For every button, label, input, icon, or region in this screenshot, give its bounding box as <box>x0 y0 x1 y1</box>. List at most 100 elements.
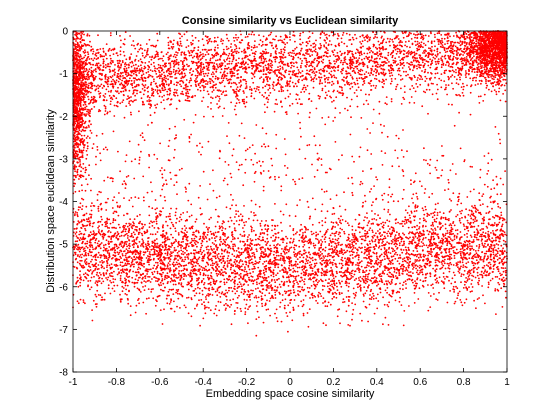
scatter-point <box>320 76 323 79</box>
scatter-point <box>504 31 507 34</box>
scatter-point <box>188 54 191 57</box>
scatter-point <box>366 65 369 67</box>
scatter-point <box>147 64 149 67</box>
scatter-point <box>320 68 322 71</box>
scatter-point <box>350 59 352 61</box>
scatter-point <box>206 39 208 42</box>
scatter-point <box>441 61 444 63</box>
scatter-point <box>400 103 403 105</box>
scatter-point <box>358 57 361 59</box>
scatter-point <box>497 55 500 58</box>
scatter-point <box>139 58 142 61</box>
scatter-point <box>349 64 351 67</box>
scatter-point <box>223 72 225 74</box>
scatter-point <box>220 93 223 95</box>
scatter-point <box>476 55 479 58</box>
scatter-point <box>404 41 407 43</box>
scatter-point <box>429 58 431 61</box>
scatter-point <box>129 35 132 37</box>
scatter-point <box>444 43 446 45</box>
scatter-point <box>269 78 271 80</box>
scatter-point <box>378 73 380 76</box>
scatter-point <box>126 84 129 86</box>
scatter-point <box>157 75 160 78</box>
scatter-point <box>493 89 496 91</box>
scatter-point <box>265 60 268 63</box>
scatter-point <box>438 60 440 63</box>
scatter-point <box>451 103 453 106</box>
scatter-point <box>335 96 338 99</box>
scatter-point <box>312 70 315 73</box>
scatter-point <box>207 72 210 75</box>
scatter-point <box>485 53 487 55</box>
scatter-point <box>490 33 493 36</box>
scatter-point <box>176 41 179 43</box>
scatter-point <box>212 115 215 118</box>
scatter-point <box>345 76 348 79</box>
scatter-point <box>266 43 268 46</box>
scatter-point <box>440 73 443 75</box>
scatter-point <box>153 57 156 59</box>
scatter-point <box>462 82 464 85</box>
scatter-point <box>204 86 207 88</box>
scatter-point <box>250 88 253 91</box>
scatter-point <box>430 32 432 35</box>
scatter-point <box>156 53 159 56</box>
scatter-point <box>196 76 198 79</box>
scatter-point <box>235 88 238 91</box>
scatter-point <box>319 79 322 81</box>
scatter-point <box>297 112 299 115</box>
scatter-point <box>121 61 124 64</box>
scatter-point <box>343 59 346 62</box>
scatter-point <box>133 67 136 69</box>
scatter-point <box>332 34 335 37</box>
scatter-point <box>207 81 209 83</box>
scatter-point <box>88 68 91 71</box>
scatter-point <box>209 82 212 85</box>
scatter-point <box>322 55 325 57</box>
scatter-point <box>354 83 357 85</box>
scatter-point <box>134 85 136 88</box>
scatter-point <box>129 57 131 59</box>
scatter-point <box>353 81 356 84</box>
scatter-point <box>370 71 372 74</box>
scatter-point <box>137 78 140 80</box>
scatter-point <box>327 90 330 92</box>
scatter-point <box>122 90 125 93</box>
scatter-point <box>124 88 127 91</box>
scatter-point <box>300 66 302 69</box>
scatter-point <box>133 80 136 82</box>
scatter-point <box>366 66 369 69</box>
scatter-point <box>291 52 293 54</box>
scatter-point <box>230 70 233 73</box>
scatter-point <box>189 71 191 74</box>
scatter-point <box>455 31 457 34</box>
scatter-point <box>499 99 502 102</box>
scatter-point <box>272 85 275 87</box>
scatter-point <box>131 62 134 64</box>
scatter-point <box>368 93 370 96</box>
scatter-point <box>348 72 351 75</box>
scatter-point <box>391 38 394 41</box>
scatter-point <box>453 49 456 52</box>
scatter-point <box>464 74 467 76</box>
scatter-point <box>167 44 170 47</box>
scatter-point <box>313 59 315 61</box>
scatter-point <box>119 83 121 86</box>
scatter-point <box>458 111 460 114</box>
scatter-point <box>483 68 486 71</box>
scatter-point <box>129 61 132 64</box>
scatter-point <box>269 92 272 94</box>
scatter-point <box>356 105 359 108</box>
scatter-point <box>345 70 347 72</box>
scatter-point <box>360 117 363 119</box>
scatter-point <box>149 56 151 58</box>
scatter-point <box>225 53 228 56</box>
scatter-point <box>495 93 498 96</box>
scatter-point <box>216 77 219 79</box>
scatter-point <box>381 56 384 58</box>
scatter-point <box>262 66 265 68</box>
scatter-point <box>413 33 415 35</box>
scatter-point <box>377 63 379 66</box>
scatter-point <box>330 70 333 73</box>
